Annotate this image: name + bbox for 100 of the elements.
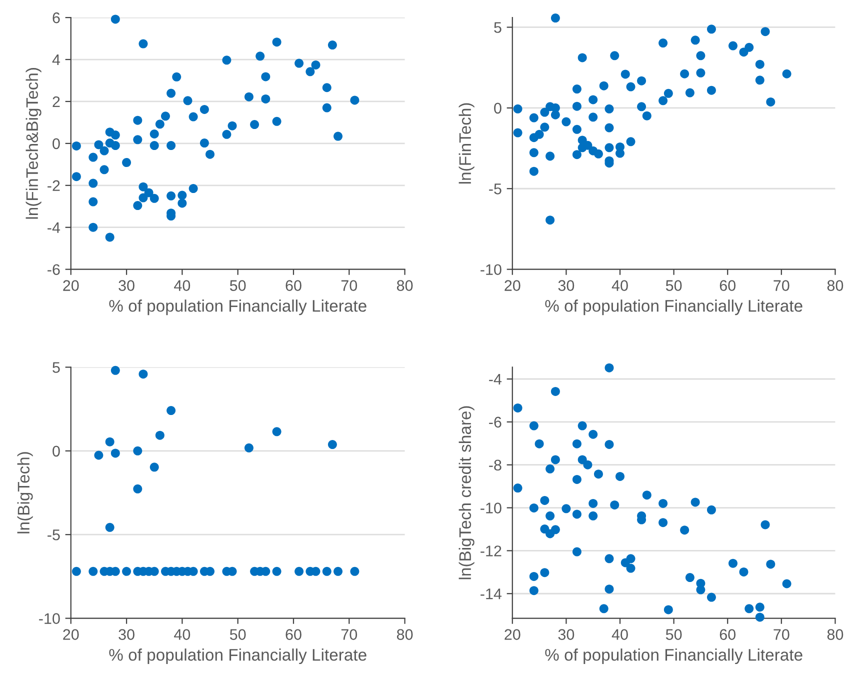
point [200, 138, 209, 148]
y-tick-label: 2 [52, 96, 60, 108]
point [133, 484, 142, 494]
point [513, 484, 522, 493]
x-tick-label: 60 [720, 280, 736, 291]
x-tick-label: 40 [174, 280, 190, 291]
point [766, 560, 776, 569]
point [594, 470, 603, 479]
x-tick-label: 30 [118, 280, 134, 291]
x-tick-label: 60 [286, 280, 302, 291]
point [133, 446, 142, 456]
y-tick-label: 0 [52, 446, 60, 457]
point [160, 112, 170, 121]
point [261, 94, 270, 104]
point [322, 566, 332, 576]
point [610, 500, 620, 510]
point [122, 566, 132, 576]
point [626, 554, 636, 564]
y-tick-label: -2 [48, 180, 60, 191]
point [529, 421, 538, 430]
point [550, 455, 560, 464]
point [550, 386, 560, 396]
point [658, 498, 668, 508]
point [178, 190, 187, 200]
y-tick-label: 6 [52, 12, 60, 24]
x-tick-label: 80 [396, 280, 413, 291]
x-tick-label: 50 [666, 629, 682, 640]
point [350, 96, 360, 105]
x-tick-label: 30 [118, 629, 134, 640]
point [334, 132, 343, 141]
y-tick-label: -14 [480, 588, 502, 600]
point [222, 130, 232, 139]
y-tick-label: 0 [52, 138, 60, 150]
point [188, 112, 198, 122]
point [105, 522, 114, 532]
y-tick-label: 5 [52, 362, 60, 373]
x-tick-label: 20 [63, 280, 79, 291]
point [760, 520, 770, 530]
x-tick-label: 70 [774, 629, 790, 640]
point [133, 135, 142, 144]
point [529, 586, 538, 596]
y-tick-label: -10 [39, 613, 60, 624]
point [583, 460, 592, 470]
point [322, 83, 332, 92]
point [228, 121, 237, 130]
point [626, 564, 636, 573]
y-tick-label: 5 [494, 22, 502, 33]
x-tick-label: 30 [558, 280, 574, 291]
point [150, 141, 159, 150]
y-tick-label: -12 [480, 546, 502, 556]
point [578, 421, 587, 430]
x-axis-title: % of population Financially Literate [109, 300, 366, 316]
point [122, 158, 132, 168]
point [529, 503, 538, 512]
point [110, 448, 120, 458]
point [680, 526, 690, 535]
point [540, 496, 550, 505]
point [599, 604, 608, 614]
y-tick-label: -5 [48, 530, 60, 540]
y-tick-label: 4 [52, 54, 60, 66]
point [110, 14, 120, 24]
point [250, 120, 260, 130]
y-tick-label: -8 [489, 460, 502, 471]
point [94, 450, 104, 460]
y-axis-title: ln(FinTech) [458, 103, 474, 184]
point [244, 92, 254, 102]
point [166, 191, 176, 200]
x-tick-label: 80 [396, 629, 413, 640]
point [178, 198, 187, 208]
y-tick-label: -10 [480, 502, 502, 514]
point [133, 116, 142, 125]
x-tick-label: 50 [666, 280, 682, 291]
point [782, 579, 792, 588]
point [150, 194, 159, 203]
point [166, 88, 176, 98]
y-tick-label: -6 [489, 416, 502, 428]
point [744, 604, 754, 614]
x-axis-title: % of population Financially Literate [545, 300, 802, 316]
point [334, 566, 343, 576]
point [658, 518, 668, 528]
point [105, 232, 114, 242]
point [88, 566, 98, 576]
point [546, 464, 555, 474]
x-tick-label: 20 [504, 629, 520, 640]
point [138, 39, 148, 48]
x-tick-label: 30 [558, 629, 574, 640]
point [322, 103, 332, 112]
x-tick-label: 50 [230, 629, 246, 640]
point [272, 116, 282, 126]
point [604, 554, 614, 564]
point [728, 558, 738, 568]
point [311, 60, 320, 70]
y-axis-title: ln(BigTech credit share) [458, 406, 474, 580]
point [166, 406, 176, 416]
point [604, 440, 614, 449]
point [272, 427, 282, 436]
point [685, 573, 694, 582]
point [739, 567, 748, 576]
point [150, 462, 159, 472]
y-tick-label: -4 [489, 374, 502, 385]
